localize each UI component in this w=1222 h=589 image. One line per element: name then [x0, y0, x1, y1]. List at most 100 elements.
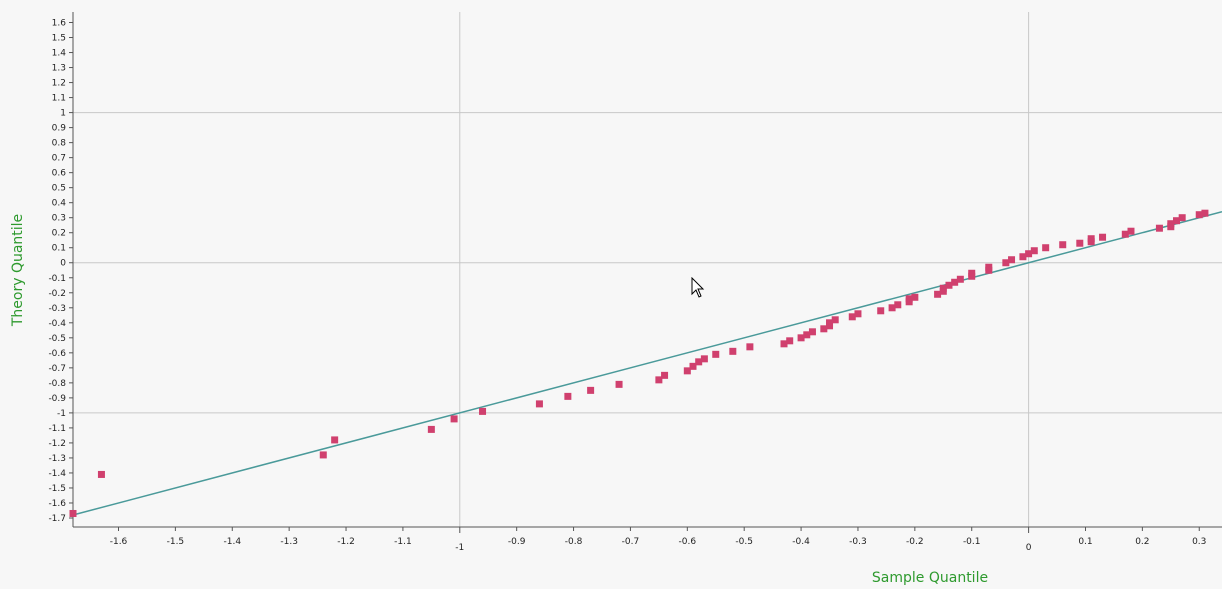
x-tick-label: -0.4 [792, 537, 810, 547]
data-point [797, 334, 805, 342]
data-point [450, 415, 458, 423]
data-point [1019, 253, 1027, 261]
data-point [1121, 230, 1129, 238]
x-tick-label: -1.3 [280, 537, 298, 547]
reference-line [72, 210, 1222, 516]
data-point [712, 350, 720, 358]
y-tick-label: 0.9 [52, 124, 67, 134]
data-point [1172, 217, 1180, 225]
x-tick-label: -0.3 [849, 537, 867, 547]
data-point [1155, 224, 1163, 232]
y-tick-label: 0.3 [52, 214, 66, 224]
y-tick-label: 0.7 [52, 154, 66, 164]
y-tick-label: 0.2 [52, 229, 66, 239]
data-point [877, 307, 885, 315]
data-point [786, 337, 794, 345]
y-axis-title: Theory Quantile [10, 214, 26, 327]
data-point [1002, 259, 1010, 267]
y-tick-label: 1.6 [52, 19, 67, 29]
data-point [427, 425, 435, 433]
y-tick-label: -1.1 [48, 424, 66, 434]
y-tick-label: 1.1 [52, 94, 66, 104]
data-point [1030, 247, 1038, 255]
data-point [1099, 233, 1107, 241]
data-point [803, 331, 811, 339]
y-tick-label: 1 [60, 109, 66, 119]
x-tick-label: -1 [455, 543, 464, 553]
data-point [1042, 244, 1050, 252]
data-point [564, 392, 572, 400]
x-tick-label: -0.9 [508, 537, 526, 547]
y-tick-label: 0 [60, 259, 66, 269]
data-point [689, 362, 697, 370]
data-point [951, 278, 959, 286]
y-tick-label: 1.3 [52, 64, 66, 74]
data-point [1201, 209, 1209, 217]
data-point [535, 400, 543, 408]
data-point [934, 290, 942, 298]
data-point [905, 295, 913, 303]
data-point [945, 281, 953, 289]
data-point [1178, 214, 1186, 222]
y-tick-label: 1.4 [52, 49, 67, 59]
x-tick-label: -0.7 [622, 537, 640, 547]
x-tick-label: -1.5 [167, 537, 185, 547]
data-point [695, 358, 703, 366]
data-point [826, 319, 834, 327]
data-point [1025, 250, 1033, 258]
data-point [1127, 227, 1135, 235]
x-tick-label: -0.6 [679, 537, 697, 547]
data-point [780, 340, 788, 348]
x-tick-label: -0.5 [735, 537, 753, 547]
x-tick-label: 0.2 [1135, 537, 1149, 547]
x-axis-ticks: -1.6 -1.5 -1.4 -1.3 -1.2 -1.1 -1 -0.9 -0.8 -0.7 -0… [110, 527, 1206, 553]
data-point [661, 371, 669, 379]
x-tick-label: -0.1 [963, 537, 981, 547]
y-tick-label: -0.9 [48, 394, 66, 404]
y-tick-label: -1.5 [48, 484, 66, 494]
data-point [911, 293, 919, 301]
data-point [1167, 220, 1175, 228]
y-tick-label: -0.5 [48, 334, 66, 344]
data-point [1087, 235, 1095, 243]
x-tick-label: -1.2 [337, 537, 355, 547]
data-point [831, 316, 839, 324]
data-point [894, 301, 902, 309]
axes [72, 12, 1222, 528]
y-tick-label: -0.7 [48, 364, 66, 374]
y-tick-label: 0.1 [52, 244, 66, 254]
mouse-cursor-icon [691, 277, 705, 298]
y-tick-label: -1.2 [48, 439, 66, 449]
data-point [968, 269, 976, 277]
data-point [1008, 256, 1016, 264]
data-point [69, 509, 77, 517]
x-tick-label: -0.8 [565, 537, 583, 547]
x-axis-title: Sample Quantile [872, 570, 988, 586]
y-tick-label: -1 [57, 409, 66, 419]
y-tick-label: -0.2 [48, 289, 66, 299]
data-points [69, 209, 1209, 517]
y-tick-label: 0.5 [52, 184, 66, 194]
data-point [1076, 239, 1084, 247]
data-point [479, 407, 487, 415]
y-tick-label: 0.8 [52, 139, 67, 149]
y-tick-label: -1.4 [48, 469, 66, 479]
y-tick-label: -0.8 [48, 379, 66, 389]
y-tick-label: -1.7 [48, 514, 66, 524]
y-tick-label: 1.5 [52, 34, 66, 44]
y-tick-label: 1.2 [52, 79, 66, 89]
data-point [854, 310, 862, 318]
y-tick-label: -0.1 [48, 274, 66, 284]
x-tick-label: 0.1 [1078, 537, 1092, 547]
y-axis-ticks: 1.6 1.5 1.4 1.3 1.2 1.1 1 0.9 0.8 0.7 0.6 0.5 0.4 0.3… [48, 19, 73, 524]
x-tick-label: -1.1 [394, 537, 412, 547]
y-tick-label: -0.6 [48, 349, 66, 359]
x-tick-label: 0.3 [1192, 537, 1206, 547]
y-tick-label: -0.4 [48, 319, 66, 329]
x-tick-label: -1.4 [223, 537, 241, 547]
x-tick-label: -1.6 [110, 537, 128, 547]
data-point [587, 386, 595, 394]
data-point [683, 367, 691, 375]
data-point [746, 343, 754, 351]
